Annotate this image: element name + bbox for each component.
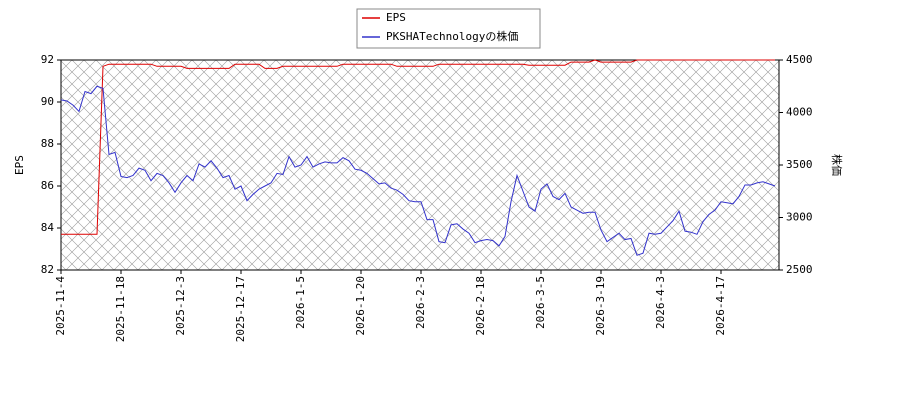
x-tick-label: 2026-2-18: [474, 276, 487, 336]
x-tick-label: 2026-4-17: [714, 276, 727, 336]
legend-label: PKSHATechnologyの株価: [386, 29, 518, 43]
x-tick-label: 2026-1-20: [354, 276, 367, 336]
y2-tick-label: 2500: [786, 263, 813, 276]
y-tick-label: 92: [41, 53, 54, 66]
y-tick-label: 84: [41, 221, 55, 234]
x-tick-label: 2026-3-19: [594, 276, 607, 336]
y2-axis-label: 株価: [830, 154, 844, 176]
x-tick-label: 2026-1-5: [294, 276, 307, 329]
legend-label: EPS: [386, 11, 406, 24]
y2-tick-label: 3000: [786, 211, 813, 224]
series-line: [61, 59, 775, 235]
y-axis-label: EPS: [13, 155, 26, 175]
x-tick-label: 2025-12-17: [234, 276, 247, 342]
y2-tick-label: 4000: [786, 106, 813, 119]
x-tick-label: 2026-4-3: [654, 276, 667, 329]
x-tick-label: 2025-11-4: [54, 276, 67, 336]
y2-tick-label: 3500: [786, 158, 813, 171]
y-tick-label: 86: [41, 179, 54, 192]
x-tick-label: 2026-2-3: [414, 276, 427, 329]
y-tick-label: 82: [41, 263, 54, 276]
y-tick-label: 88: [41, 137, 54, 150]
x-tick-label: 2025-11-18: [114, 276, 127, 342]
plot-area: [60, 59, 780, 271]
series-line: [60, 85, 776, 256]
y-tick-label: 90: [41, 95, 54, 108]
x-tick-label: 2025-12-3: [174, 276, 187, 336]
legend: [356, 8, 541, 49]
x-tick-label: 2026-3-5: [534, 276, 547, 329]
y2-tick-label: 4500: [786, 53, 813, 66]
